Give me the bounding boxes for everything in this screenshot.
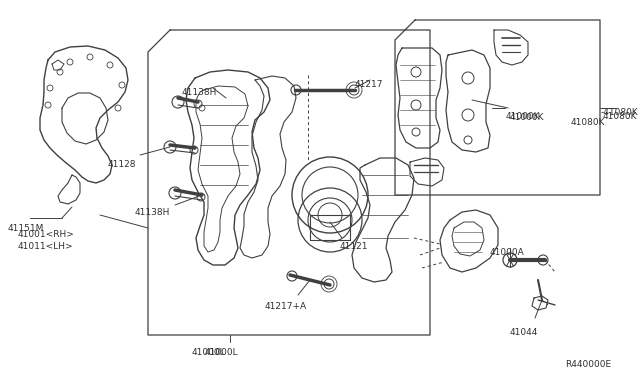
Text: 41217: 41217	[355, 80, 383, 89]
Text: 41128: 41128	[108, 160, 136, 169]
Circle shape	[503, 253, 517, 267]
Text: 41138H: 41138H	[135, 208, 170, 217]
Text: 41000A: 41000A	[490, 248, 525, 257]
Text: 41000K: 41000K	[506, 112, 541, 121]
Text: 41011<LH>: 41011<LH>	[18, 242, 74, 251]
Text: -41080K: -41080K	[601, 108, 639, 117]
Text: 41217+A: 41217+A	[265, 302, 307, 311]
Text: 41001<RH>: 41001<RH>	[18, 230, 75, 239]
Text: 41000L: 41000L	[205, 348, 239, 357]
Text: 41080K: 41080K	[603, 112, 637, 121]
Text: 41151M: 41151M	[8, 224, 44, 233]
Text: 41044: 41044	[510, 328, 538, 337]
Text: 41000L: 41000L	[192, 348, 226, 357]
Text: R440000E: R440000E	[565, 360, 611, 369]
Text: 41080K: 41080K	[570, 118, 605, 127]
Text: 41121: 41121	[340, 242, 369, 251]
Text: 41138H: 41138H	[182, 88, 218, 97]
Text: 41000K: 41000K	[510, 113, 545, 122]
